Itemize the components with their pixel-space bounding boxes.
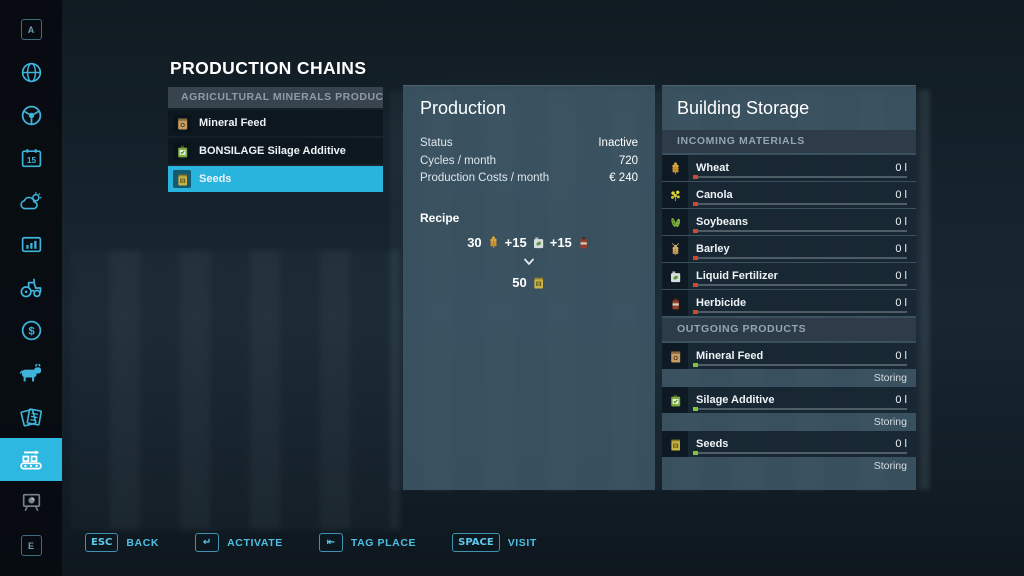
fill-level-bar (693, 256, 907, 260)
sidebar-item-production-chains[interactable] (0, 438, 62, 481)
contracts-icon (20, 407, 42, 427)
key-e-icon: E (20, 535, 42, 556)
storage-row-mineral-feed[interactable]: Mineral Feed 0 l (662, 343, 916, 369)
sidebar-item-animals[interactable] (0, 352, 62, 395)
liquid-fertilizer-icon (662, 263, 688, 289)
herbicide-icon (662, 290, 688, 316)
fill-level-bar (693, 310, 907, 314)
storage-row-wheat[interactable]: Wheat 0 l (662, 155, 916, 181)
mineral-feed-icon (662, 343, 688, 369)
storage-panel-title: Building Storage (677, 98, 810, 118)
sidebar-item-vehicles[interactable] (0, 94, 62, 137)
status-value: Inactive (598, 137, 638, 149)
storage-row-herbicide[interactable]: Herbicide 0 l (662, 290, 916, 316)
storage-row-canola[interactable]: Canola 0 l (662, 182, 916, 208)
seeds-icon (662, 431, 688, 457)
sidebar-key-a: A (0, 8, 62, 51)
statistics-chart-icon (21, 236, 41, 253)
svg-text:15: 15 (26, 155, 36, 165)
fill-level-bar (693, 229, 907, 233)
silage-additive-icon (173, 142, 191, 160)
wheat-icon (486, 235, 501, 250)
list-item-mineral-feed[interactable]: Mineral Feed (168, 110, 383, 136)
presentation-icon (22, 493, 40, 512)
sidebar-item-weather[interactable] (0, 180, 62, 223)
fill-level-bar (693, 175, 907, 179)
status-row: Status Inactive (420, 135, 638, 153)
recipe-title: Recipe (420, 210, 460, 225)
enter-key-icon: ↵ (195, 533, 220, 552)
production-list-header: AGRICULTURAL MINERALS PRODUCTION (168, 87, 383, 108)
sidebar-item-garage[interactable] (0, 266, 62, 309)
sidebar-item-finances[interactable]: $ (0, 309, 62, 352)
list-item-silage-additive[interactable]: BONSILAGE Silage Additive (168, 138, 383, 164)
fill-level-bar (693, 451, 907, 455)
recipe-inputs: 30 +15 +15 (420, 235, 638, 250)
list-item-seeds[interactable]: Seeds (168, 166, 383, 192)
storage-mode-mineral-feed: Storing (873, 372, 907, 384)
cycles-row: Cycles / month 720 (420, 153, 638, 171)
fill-level-bar (693, 283, 907, 287)
fill-level-bar (693, 407, 907, 411)
storage-mode-seeds: Storing (873, 460, 907, 472)
sidebar-item-statistics[interactable] (0, 223, 62, 266)
building-storage-panel: Building Storage INCOMING MATERIALS Whea… (662, 85, 916, 490)
space-key-icon: SPACE (452, 533, 500, 552)
fill-level-bar (693, 363, 907, 367)
background-silos-left (70, 250, 400, 530)
sidebar-item-contracts[interactable] (0, 395, 62, 438)
sidebar-item-calendar[interactable]: 15 (0, 137, 62, 180)
tractor-icon (20, 278, 42, 297)
sidebar: A 15 (0, 0, 62, 576)
mineral-feed-icon (173, 114, 191, 132)
soybeans-icon (662, 209, 688, 235)
storage-mode-silage-additive: Storing (873, 416, 907, 428)
hint-visit[interactable]: SPACE VISIT (452, 533, 537, 552)
storage-row-seeds[interactable]: Seeds 0 l (662, 431, 916, 457)
silage-additive-icon (662, 387, 688, 413)
seeds-icon (531, 275, 546, 290)
seeds-icon (173, 170, 191, 188)
finances-icon: $ (21, 320, 41, 341)
production-panel: Production Status Inactive Cycles / mont… (403, 85, 655, 490)
svg-text:$: $ (28, 326, 35, 338)
sidebar-item-map[interactable] (0, 51, 62, 94)
storage-row-barley[interactable]: Barley 0 l (662, 236, 916, 262)
production-list: AGRICULTURAL MINERALS PRODUCTION Mineral… (168, 87, 383, 192)
production-chains-icon (20, 449, 42, 470)
storage-row-silage-additive[interactable]: Silage Additive 0 l (662, 387, 916, 413)
animals-icon (19, 363, 41, 382)
storage-row-liquid-fertilizer[interactable]: Liquid Fertilizer 0 l (662, 263, 916, 289)
barley-icon (662, 236, 688, 262)
esc-key-icon: ESC (85, 533, 119, 552)
incoming-materials-header: INCOMING MATERIALS (662, 130, 916, 153)
globe-icon (21, 62, 41, 83)
costs-row: Production Costs / month € 240 (420, 170, 638, 188)
key-hints-bar: ESC BACK ↵ ACTIVATE ⇤ TAG PLACE SPACE VI… (85, 533, 537, 552)
fill-level-bar (693, 202, 907, 206)
page-title: PRODUCTION CHAINS (170, 58, 367, 78)
outgoing-products-header: OUTGOING PRODUCTS (662, 318, 916, 341)
chevron-down-icon (420, 254, 638, 270)
key-a-icon: A (20, 19, 42, 40)
wheat-icon (662, 155, 688, 181)
steering-wheel-icon (21, 105, 41, 126)
canola-icon (662, 182, 688, 208)
sidebar-item-presentation[interactable] (0, 481, 62, 524)
calendar-icon: 15 (21, 149, 41, 168)
hint-tag-place[interactable]: ⇤ TAG PLACE (318, 533, 416, 552)
weather-icon (20, 191, 42, 209)
storage-row-soybeans[interactable]: Soybeans 0 l (662, 209, 916, 235)
costs-value: € 240 (609, 172, 638, 184)
hint-activate[interactable]: ↵ ACTIVATE (195, 533, 283, 552)
herbicide-icon (576, 235, 591, 250)
cycles-value: 720 (618, 154, 638, 167)
production-panel-title: Production (420, 98, 507, 118)
recipe-output: 50 (420, 275, 638, 290)
tab-key-icon: ⇤ (318, 533, 343, 552)
hint-back[interactable]: ESC BACK (85, 533, 159, 552)
liquid-fertilizer-icon (531, 235, 546, 250)
sidebar-key-e: E (0, 524, 62, 567)
